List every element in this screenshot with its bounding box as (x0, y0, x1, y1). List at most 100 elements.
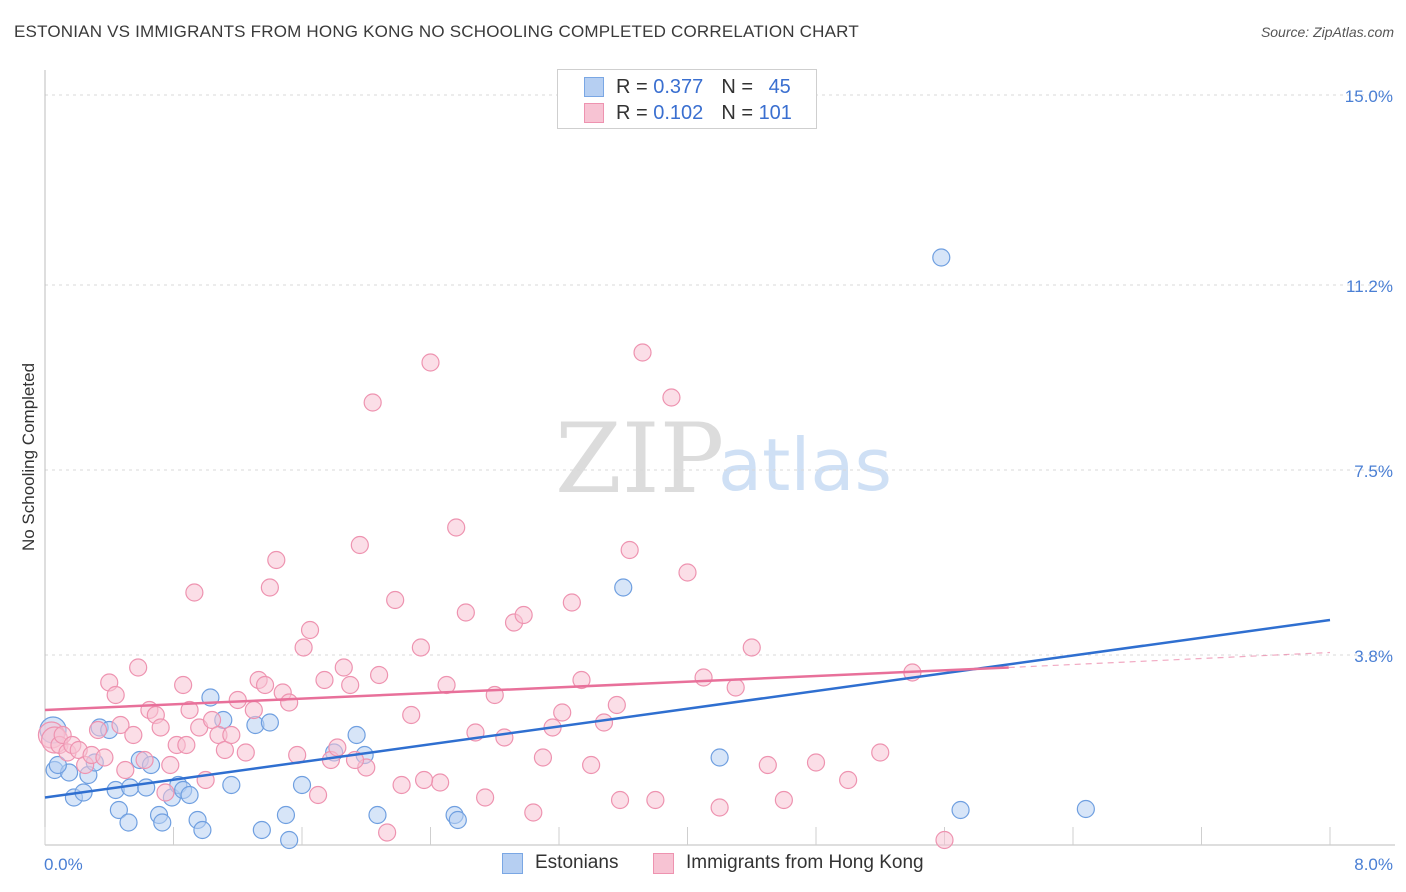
point-hong-kong (185, 583, 204, 602)
point-hong-kong (116, 760, 135, 780)
series-swatch-hong-kong (653, 852, 674, 874)
point-estonians (280, 830, 299, 850)
point-hong-kong (758, 755, 777, 775)
point-hong-kong (839, 770, 858, 790)
point-hong-kong (386, 590, 405, 610)
legend-swatch-estonians (584, 77, 604, 97)
point-hong-kong (935, 830, 954, 850)
point-hong-kong (236, 743, 255, 762)
series-legend: Estonians Immigrants from Hong Kong (0, 852, 1406, 878)
point-hong-kong (308, 785, 328, 805)
legend-swatch-hong-kong (584, 103, 604, 123)
point-hong-kong (742, 638, 761, 657)
point-hong-kong (378, 823, 397, 842)
point-hong-kong (328, 738, 347, 757)
point-hong-kong (350, 535, 369, 555)
point-hong-kong (524, 803, 543, 822)
point-estonians (448, 810, 467, 830)
point-hong-kong (280, 693, 299, 712)
point-hong-kong (646, 790, 665, 810)
point-hong-kong (180, 700, 199, 720)
point-hong-kong (202, 710, 222, 730)
point-hong-kong (476, 788, 495, 807)
point-hong-kong (124, 725, 143, 745)
point-hong-kong (594, 713, 614, 732)
point-estonians (368, 805, 387, 825)
point-hong-kong (662, 388, 681, 407)
point-hong-kong (495, 728, 514, 747)
y-tick-label: 7.5% (1354, 462, 1393, 481)
point-hong-kong (710, 798, 729, 817)
point-hong-kong (553, 703, 572, 722)
point-hong-kong (267, 550, 286, 570)
point-hong-kong (582, 755, 601, 775)
point-hong-kong (447, 518, 466, 537)
series-label-estonians: Estonians (535, 852, 619, 873)
trendline-estonians (44, 618, 1331, 799)
y-tick-label: 15.0% (1345, 87, 1393, 106)
y-tick-label: 11.2% (1346, 277, 1393, 296)
point-hong-kong (244, 700, 263, 720)
point-hong-kong (392, 775, 411, 795)
legend-n-label: N = (721, 101, 759, 124)
legend-n-value: 101 (758, 101, 792, 124)
y-axis-label: No Schooling Completed (19, 363, 38, 551)
series-legend-hong-kong[interactable]: Immigrants from Hong Kong (653, 852, 924, 874)
point-hong-kong (633, 343, 652, 362)
point-hong-kong (111, 715, 130, 735)
point-estonians (932, 248, 951, 267)
series-legend-estonians[interactable]: Estonians (502, 852, 618, 874)
chart-title: ESTONIAN VS IMMIGRANTS FROM HONG KONG NO… (14, 22, 859, 41)
point-estonians (1076, 799, 1095, 819)
point-hong-kong (315, 670, 334, 690)
point-hong-kong (95, 748, 114, 767)
x-tick-label: 8.0% (1354, 855, 1393, 874)
point-hong-kong (161, 755, 180, 775)
point-hong-kong (363, 393, 382, 412)
point-hong-kong (694, 668, 713, 687)
point-hong-kong (414, 770, 434, 790)
series-label-hong-kong: Immigrants from Hong Kong (686, 852, 924, 873)
point-estonians (252, 820, 271, 840)
point-hong-kong (572, 670, 591, 690)
point-hong-kong (129, 658, 148, 677)
point-hong-kong (370, 665, 389, 685)
point-hong-kong (88, 720, 108, 740)
point-hong-kong (341, 675, 360, 695)
point-hong-kong (871, 743, 890, 762)
point-hong-kong (678, 563, 697, 582)
point-estonians (292, 775, 312, 795)
point-hong-kong (456, 603, 475, 622)
trendline-hong-kong-extension (1008, 651, 1331, 669)
source-label: Source: ZipAtlas.com (1260, 24, 1394, 40)
point-estonians (180, 785, 199, 805)
legend-n-label: N = (721, 75, 759, 98)
legend-r-label: R = (616, 75, 654, 98)
series-swatch-estonians (502, 852, 523, 874)
point-hong-kong (533, 748, 553, 767)
trendline-hong-kong (44, 666, 1009, 712)
point-hong-kong (607, 695, 626, 715)
point-hong-kong (431, 773, 450, 792)
legend-row-hong-kong: R = 0.102 N = 101 (584, 100, 792, 126)
point-hong-kong (300, 620, 320, 640)
point-estonians (193, 820, 212, 840)
point-hong-kong (411, 638, 430, 657)
point-hong-kong (402, 705, 421, 725)
legend-r-value: 0.102 (653, 101, 704, 124)
point-estonians (276, 805, 296, 825)
point-estonians (260, 713, 279, 732)
point-hong-kong (620, 540, 639, 560)
point-estonians (222, 775, 241, 795)
correlation-legend: R = 0.377 N = 45 R = 0.102 N = 101 (557, 69, 817, 129)
watermark-zip: ZIP (555, 403, 724, 515)
point-estonians (109, 800, 128, 820)
point-hong-kong (726, 678, 745, 697)
point-hong-kong (177, 735, 196, 755)
point-hong-kong (174, 675, 193, 695)
point-hong-kong (151, 718, 170, 737)
point-hong-kong (260, 578, 279, 597)
legend-r-label: R = (616, 101, 654, 124)
legend-row-estonians: R = 0.377 N = 45 (584, 74, 791, 100)
